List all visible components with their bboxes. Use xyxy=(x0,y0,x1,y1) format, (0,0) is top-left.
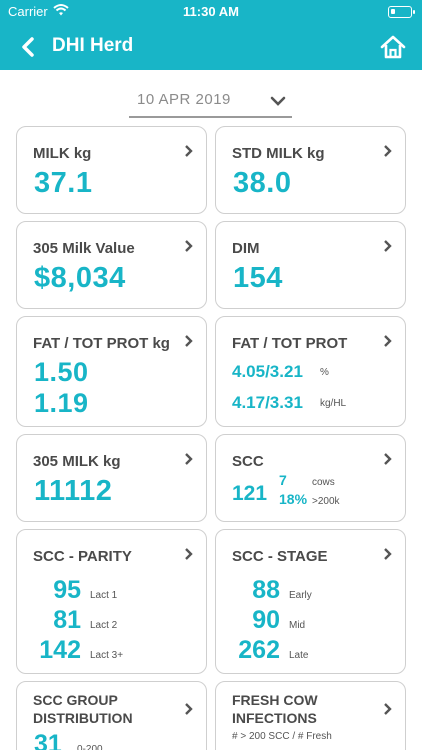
card-title: STD MILK kg xyxy=(232,145,325,162)
card-title: DIM xyxy=(232,240,260,257)
stage-label: Late xyxy=(289,650,309,661)
milk-value-card[interactable]: 305 Milk Value $8,034 xyxy=(16,221,207,309)
chevron-right-icon xyxy=(185,145,193,157)
chevron-right-icon xyxy=(384,145,392,157)
card-title-line2: DISTRIBUTION xyxy=(33,710,133,726)
std-milk-card[interactable]: STD MILK kg 38.0 xyxy=(215,126,406,214)
fat-prot-kg-hl: 4.17/3.31 xyxy=(232,393,303,412)
chevron-down-icon xyxy=(270,96,286,106)
card-title-line1: FRESH COW xyxy=(232,692,318,708)
scc-cows-count: 7 xyxy=(279,472,287,488)
parity-value: 81 xyxy=(53,606,81,634)
chevron-right-icon xyxy=(384,453,392,465)
fat-prot-percent: 4.05/3.21 xyxy=(232,362,303,381)
chevron-right-icon xyxy=(384,335,392,347)
stage-row: 262 Late xyxy=(216,636,405,666)
card-title: SCC xyxy=(232,453,264,470)
card-title: MILK kg xyxy=(33,145,92,162)
date-dropdown[interactable]: 10 APR 2019 xyxy=(129,86,292,118)
card-title: 305 Milk Value xyxy=(33,240,135,257)
stage-value: 262 xyxy=(238,636,280,664)
chevron-right-icon xyxy=(384,548,392,560)
clock: 11:30 AM xyxy=(183,4,239,19)
group-label: 0-200 xyxy=(77,744,103,750)
card-title-line2: INFECTIONS xyxy=(232,710,317,726)
carrier-label: Carrier xyxy=(8,4,48,19)
nav-bar: DHI Herd xyxy=(0,24,422,70)
scc-value: 121 xyxy=(232,482,268,505)
parity-row: 95 Lact 1 xyxy=(17,576,206,606)
milk-card[interactable]: MILK kg 37.1 xyxy=(16,126,207,214)
card-value: 154 xyxy=(233,262,283,294)
page-title: DHI Herd xyxy=(52,35,134,56)
battery-icon xyxy=(388,6,415,18)
chevron-right-icon xyxy=(185,240,193,252)
chevron-left-icon[interactable] xyxy=(14,32,44,62)
card-title: SCC - STAGE xyxy=(232,548,328,565)
parity-label: Lact 2 xyxy=(90,620,118,631)
scc-group-card[interactable]: SCC GROUP DISTRIBUTION 31 0-200 xyxy=(16,681,207,750)
scc-card[interactable]: SCC 121 7 18% cows >200k xyxy=(215,434,406,522)
stage-row: 90 Mid xyxy=(216,606,405,636)
card-title: FAT / TOT PROT xyxy=(232,335,348,352)
parity-label: Lact 3+ xyxy=(90,650,124,661)
card-title-line1: SCC GROUP xyxy=(33,692,118,708)
card-value: 11112 xyxy=(34,475,113,507)
fat-value: 1.50 xyxy=(34,357,89,387)
scc-threshold-label: >200k xyxy=(312,496,340,507)
chevron-right-icon xyxy=(384,240,392,252)
stage-value: 90 xyxy=(252,606,280,634)
scc-percent: 18% xyxy=(279,491,308,507)
fresh-cow-card[interactable]: FRESH COW INFECTIONS # > 200 SCC / # Fre… xyxy=(215,681,406,750)
card-title: 305 MILK kg xyxy=(33,453,121,470)
card-value: 38.0 xyxy=(233,167,292,199)
chevron-right-icon xyxy=(185,703,193,715)
home-icon[interactable] xyxy=(378,32,408,62)
protein-value: 1.19 xyxy=(34,388,89,418)
scc-stage-card[interactable]: SCC - STAGE 88 Early 90 Mid 262 Late xyxy=(215,529,406,674)
card-title: FAT / TOT PROT kg xyxy=(33,335,170,352)
stage-label: Early xyxy=(289,590,312,601)
parity-label: Lact 1 xyxy=(90,590,118,601)
scc-parity-card[interactable]: SCC - PARITY 95 Lact 1 81 Lact 2 142 Lac… xyxy=(16,529,207,674)
group-value: 31 xyxy=(34,730,62,750)
parity-row: 81 Lact 2 xyxy=(17,606,206,636)
fat-prot-kg-card[interactable]: FAT / TOT PROT kg 1.50 1.19 xyxy=(16,316,207,427)
parity-row: 142 Lact 3+ xyxy=(17,636,206,666)
wifi-icon xyxy=(53,4,69,16)
fat-prot-card[interactable]: FAT / TOT PROT 4.05/3.21 % 4.17/3.31 kg/… xyxy=(215,316,406,427)
chevron-right-icon xyxy=(185,548,193,560)
stage-row: 88 Early xyxy=(216,576,405,606)
card-subtitle: # > 200 SCC / # Fresh xyxy=(232,731,332,742)
milk-305-card[interactable]: 305 MILK kg 11112 xyxy=(16,434,207,522)
card-title: SCC - PARITY xyxy=(33,548,132,565)
selected-date: 10 APR 2019 xyxy=(137,91,231,108)
chevron-right-icon xyxy=(384,703,392,715)
scc-cows-label: cows xyxy=(312,477,335,488)
chevron-right-icon xyxy=(185,453,193,465)
percent-unit: % xyxy=(320,367,329,378)
card-value: 37.1 xyxy=(34,167,93,199)
status-bar: Carrier 11:30 AM xyxy=(0,0,422,24)
card-value: $8,034 xyxy=(34,262,126,294)
parity-value: 95 xyxy=(53,576,81,604)
parity-value: 142 xyxy=(39,636,81,664)
chevron-right-icon xyxy=(185,335,193,347)
dim-card[interactable]: DIM 154 xyxy=(215,221,406,309)
stage-value: 88 xyxy=(252,576,280,604)
kg-hl-unit: kg/HL xyxy=(320,398,347,409)
stage-label: Mid xyxy=(289,620,306,631)
